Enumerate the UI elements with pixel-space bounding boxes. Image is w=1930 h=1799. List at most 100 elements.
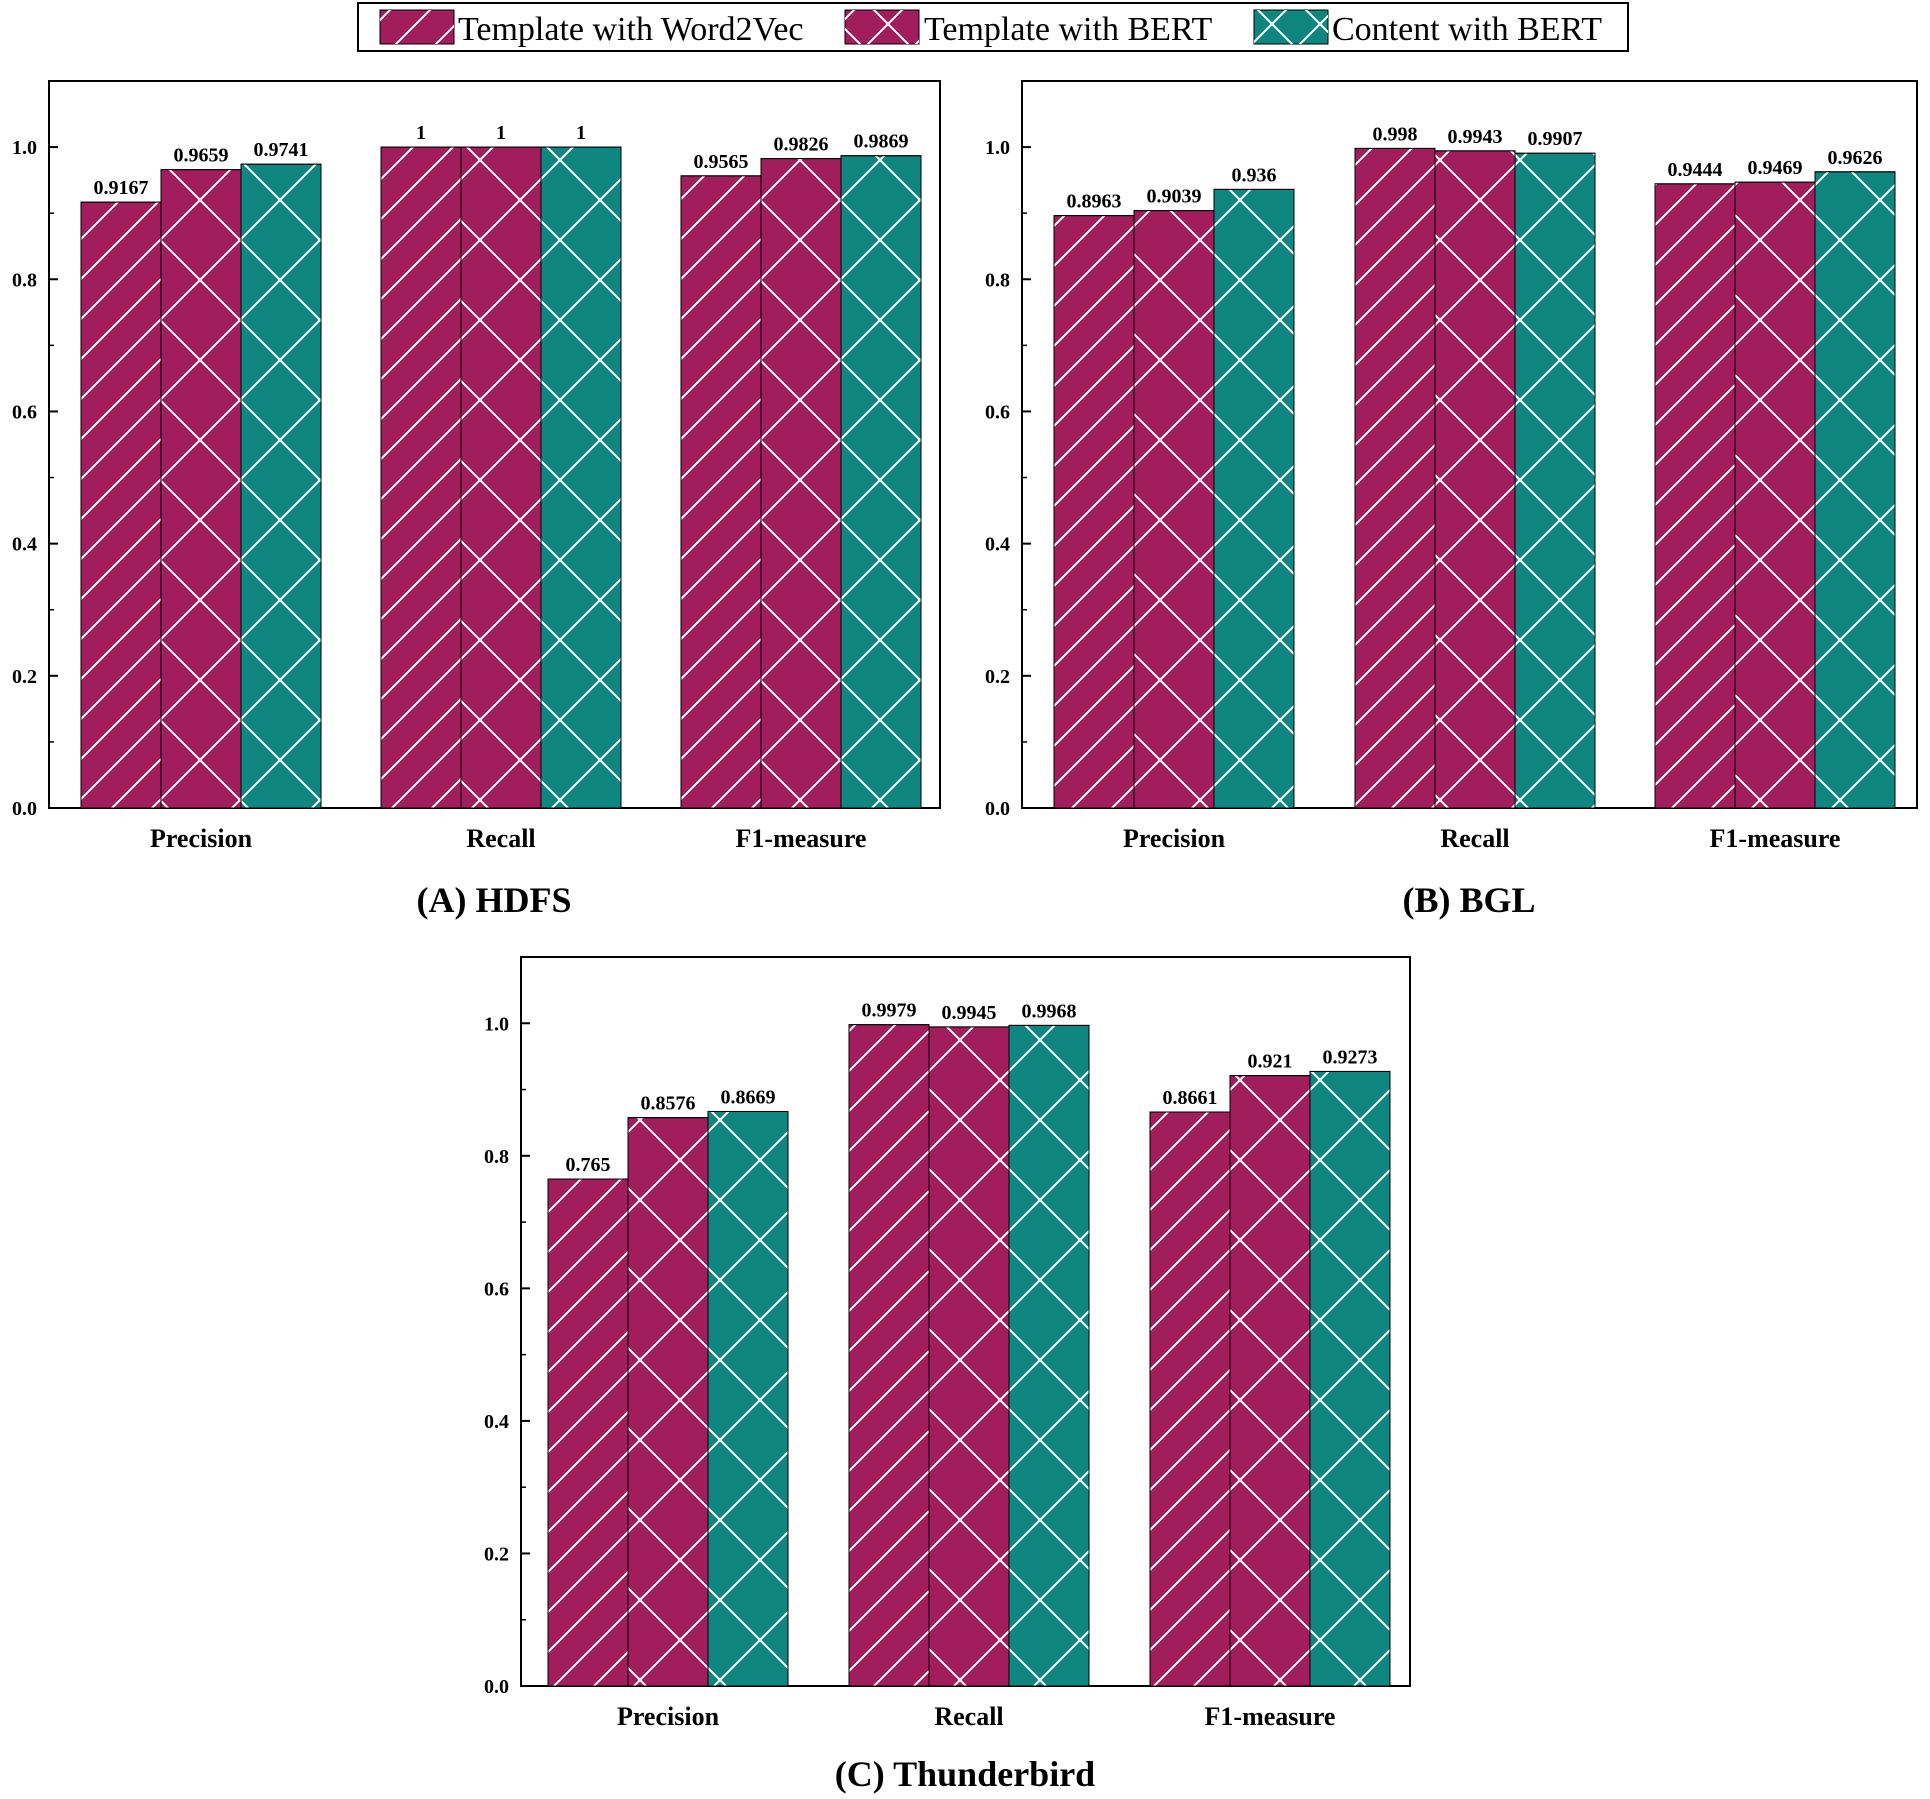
bar-precision-template-with-word2vec-pattern	[81, 202, 161, 808]
chart-panel-bgl: 0.0 0.2 0.4 0.6 0.8 1.0 0.8963 0.9039 0.936 Preci…	[985, 80, 1918, 920]
data-label: 0.8963	[1067, 191, 1122, 213]
bar-precision-template-with-word2vec-pattern	[548, 1179, 628, 1686]
bar-precision-content-with-bert-outline	[1213, 188, 1295, 809]
bar-recall-template-with-word2vec-pattern	[849, 1024, 929, 1686]
chart-title: (C) Thunderbird	[835, 1754, 1095, 1794]
y-tick-label: 0.8	[985, 269, 1010, 291]
bar-recall-template-with-word2vec-pattern	[381, 147, 461, 808]
data-label: 0.9826	[774, 134, 829, 156]
data-label: 0.921	[1248, 1051, 1293, 1073]
y-tick-label: 0.8	[12, 269, 37, 291]
data-label: 0.936	[1232, 164, 1277, 186]
legend-label-content-bert: Content with BERT	[1332, 11, 1602, 48]
y-tick-label: 0.6	[484, 1278, 509, 1300]
data-label: 0.9741	[254, 139, 309, 161]
data-label: 0.9469	[1748, 157, 1803, 179]
bar-recall-content-with-bert-pattern	[1515, 153, 1595, 808]
data-label: 0.9943	[1448, 126, 1503, 148]
bar-f1-measure-template-with-bert-pattern	[761, 158, 841, 809]
y-tick-label: 0.4	[985, 534, 1010, 556]
bar-f1-measure-content-with-bert-pattern	[1815, 171, 1895, 809]
data-label: 0.8576	[641, 1093, 696, 1115]
legend-entry-template-bert: Template with BERT	[844, 9, 1213, 48]
data-label: 0.8661	[1163, 1087, 1218, 1109]
bar-recall-template-with-bert-pattern	[1435, 150, 1515, 808]
x-category-label: Recall	[934, 1702, 1003, 1731]
bar-recall-content-with-bert-pattern	[1009, 1025, 1089, 1686]
y-tick-label: 0.0	[12, 798, 37, 820]
data-label: 1	[416, 122, 426, 144]
y-tick-label: 0.2	[985, 666, 1010, 688]
data-label: 0.9968	[1022, 1000, 1077, 1022]
bar-precision-template-with-word2vec-pattern	[1054, 215, 1134, 808]
bar-recall-template-with-bert-pattern	[929, 1026, 1009, 1686]
y-tick-label: 0.8	[484, 1146, 509, 1168]
data-label: 0.8669	[721, 1086, 776, 1108]
y-tick-label: 0.4	[12, 534, 37, 556]
bar-f1-measure-template-with-word2vec-pattern	[1655, 183, 1735, 808]
data-label: 1	[496, 122, 506, 144]
bar-recall-content-with-bert-outline	[540, 146, 622, 809]
legend-label-word2vec: Template with Word2Vec	[458, 11, 804, 48]
bar-f1-measure-content-with-bert-outline	[1309, 1070, 1391, 1687]
y-tick-label: 0.2	[12, 666, 37, 688]
bar-f1-measure-template-with-bert-pattern	[1735, 182, 1815, 808]
chart-title: (A) HDFS	[417, 880, 572, 920]
data-label: 0.998	[1373, 123, 1418, 145]
legend-entry-word2vec: Template with Word2Vec	[379, 9, 804, 48]
legend-entry-content-bert: Content with BERT	[1253, 9, 1602, 48]
bar-f1-measure-content-with-bert-outline	[1814, 171, 1896, 809]
bar-precision-template-with-bert-pattern	[161, 169, 241, 808]
bar-precision-content-with-bert-outline	[707, 1110, 789, 1687]
legend-swatch-template-bert-pattern	[845, 10, 919, 44]
x-category-label: F1-measure	[1710, 824, 1841, 853]
bar-recall-content-with-bert-outline	[1514, 152, 1596, 809]
bar-precision-content-with-bert-pattern	[1214, 189, 1294, 808]
data-label: 0.9869	[854, 131, 909, 153]
y-tick-label: 0.6	[12, 401, 37, 423]
data-label: 0.9039	[1147, 186, 1202, 208]
x-category-label: Recall	[1440, 824, 1509, 853]
legend-label-template-bert: Template with BERT	[924, 11, 1213, 48]
bar-precision-content-with-bert-outline	[240, 163, 322, 809]
legend-frame	[357, 2, 1629, 52]
data-label: 0.9565	[694, 151, 749, 173]
y-tick-label: 1.0	[12, 137, 37, 159]
bar-precision-template-with-bert-pattern	[1134, 210, 1214, 809]
y-tick-label: 0.6	[985, 401, 1010, 423]
legend-swatch-content-bert-pattern	[1254, 10, 1328, 44]
bar-recall-template-with-bert-pattern	[461, 147, 541, 808]
data-label: 0.9273	[1323, 1046, 1378, 1068]
data-label: 0.9167	[94, 177, 149, 199]
chart-panel-hdfs: 0.0 0.2 0.4 0.6 0.8 1.0 0.9167 0.9659 0.9741 Prec…	[12, 80, 941, 920]
data-label: 0.765	[566, 1154, 611, 1176]
data-label: 0.9659	[174, 145, 229, 167]
legend-swatch-word2vec-pattern	[380, 10, 454, 44]
y-tick-label: 0.0	[985, 798, 1010, 820]
x-category-label: Precision	[617, 1702, 720, 1731]
legend: Template with Word2Vec Template with BER…	[357, 2, 1629, 52]
y-tick-label: 0.4	[484, 1411, 509, 1433]
bar-precision-content-with-bert-pattern	[241, 164, 321, 809]
bar-f1-measure-content-with-bert-outline	[840, 155, 922, 809]
data-label: 0.9626	[1828, 147, 1883, 169]
bar-f1-measure-content-with-bert-pattern	[1310, 1071, 1390, 1686]
bar-precision-content-with-bert-pattern	[708, 1111, 788, 1686]
bar-recall-template-with-word2vec-pattern	[1355, 148, 1435, 808]
bar-f1-measure-content-with-bert-pattern	[841, 155, 921, 808]
y-tick-label: 0.2	[484, 1543, 509, 1565]
data-label: 0.9907	[1528, 128, 1583, 150]
bar-f1-measure-template-with-word2vec-pattern	[1150, 1112, 1230, 1686]
bar-precision-template-with-bert-pattern	[628, 1117, 708, 1686]
data-label: 0.9945	[942, 1002, 997, 1024]
bar-recall-content-with-bert-pattern	[541, 147, 621, 808]
y-tick-label: 1.0	[985, 137, 1010, 159]
y-tick-label: 0.0	[484, 1676, 509, 1698]
x-category-label: F1-measure	[736, 824, 867, 853]
chart-panel-thunderbird: 0.0 0.2 0.4 0.6 0.8 1.0 0.765 0.8576 0.8669 Preci…	[484, 956, 1411, 1794]
bar-f1-measure-template-with-word2vec-pattern	[681, 175, 761, 808]
x-category-label: Precision	[1123, 824, 1226, 853]
x-category-label: Recall	[466, 824, 535, 853]
chart-title: (B) BGL	[1402, 880, 1535, 920]
